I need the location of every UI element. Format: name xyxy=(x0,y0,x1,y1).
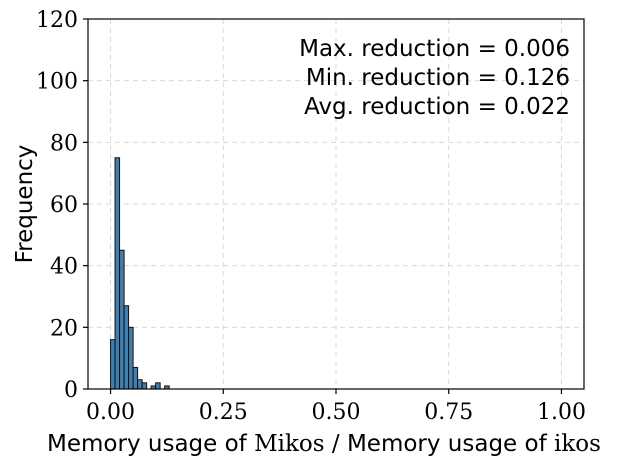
histogram-bar xyxy=(141,382,148,390)
y-tick-label: 20 xyxy=(50,316,78,341)
histogram-bar xyxy=(128,326,134,390)
histogram-bar xyxy=(155,382,161,390)
x-axis-label-tool-a: Mikos xyxy=(254,431,325,457)
x-axis-label-tool-b: ikos xyxy=(554,431,601,457)
x-axis-label-prefix: Memory usage of xyxy=(47,431,254,457)
grid-lines xyxy=(88,18,584,390)
annotation-box: Max. reduction = 0.006 Min. reduction = … xyxy=(299,36,570,120)
histogram-bar xyxy=(132,366,139,390)
histogram-bar xyxy=(114,157,121,390)
y-tick-label: 80 xyxy=(50,131,78,156)
y-axis-ticks: 0 20 40 60 80 100 120 xyxy=(36,8,88,403)
histogram-bar xyxy=(137,379,143,390)
y-axis-label: Frequency xyxy=(12,145,38,264)
y-tick-label: 100 xyxy=(36,70,78,95)
x-axis-label: Memory usage of Mikos / Memory usage of … xyxy=(47,431,601,457)
x-tick-label: 0.50 xyxy=(312,400,361,425)
histogram-bars xyxy=(110,157,170,390)
y-tick-label: 120 xyxy=(36,8,78,33)
histogram-bar xyxy=(119,249,125,390)
x-tick-label: 0.00 xyxy=(86,400,135,425)
y-tick-label: 60 xyxy=(50,193,78,218)
x-tick-label: 1.00 xyxy=(537,400,586,425)
x-tick-label: 0.25 xyxy=(199,400,248,425)
x-tick-label: 0.75 xyxy=(424,400,473,425)
annotation-min-reduction: Min. reduction = 0.126 xyxy=(306,65,570,91)
x-axis-ticks: 0.00 0.25 0.50 0.75 1.00 xyxy=(86,389,586,425)
annotation-max-reduction: Max. reduction = 0.006 xyxy=(299,36,570,62)
x-axis-label-middle: / Memory usage of xyxy=(325,431,554,457)
histogram-bar xyxy=(110,339,116,390)
y-tick-label: 0 xyxy=(64,378,78,403)
histogram-bar xyxy=(123,305,130,390)
y-tick-label: 40 xyxy=(50,255,78,280)
annotation-avg-reduction: Avg. reduction = 0.022 xyxy=(304,94,570,120)
